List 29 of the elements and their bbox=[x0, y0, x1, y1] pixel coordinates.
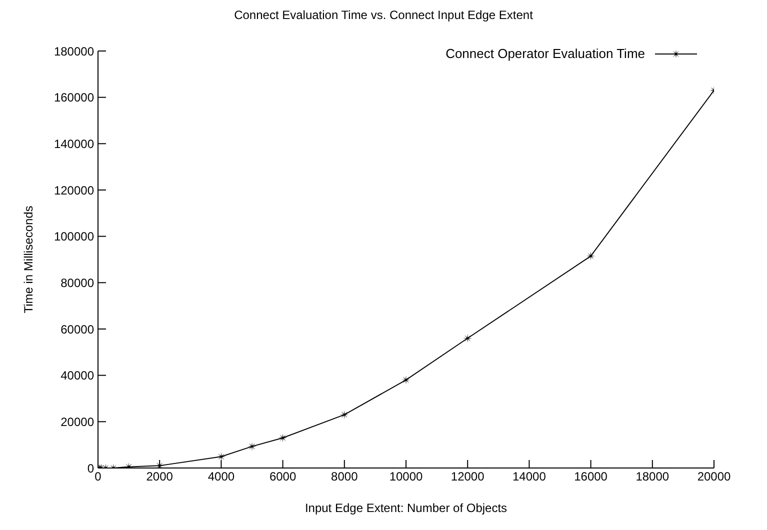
y-tick-label: 120000 bbox=[54, 183, 94, 198]
y-tick-label: 40000 bbox=[60, 368, 94, 383]
point bbox=[402, 375, 410, 384]
y-tick-label: 180000 bbox=[54, 44, 94, 58]
x-tick-label: 14000 bbox=[512, 470, 546, 484]
y-tick-label: 100000 bbox=[54, 230, 94, 244]
x-tick-label: 6000 bbox=[269, 470, 296, 484]
x-tick-label: 16000 bbox=[574, 470, 608, 484]
x-tick-label: 18000 bbox=[636, 470, 670, 484]
x-axis-title: Input Edge Extent: Number of Objects bbox=[304, 501, 508, 515]
point bbox=[586, 252, 596, 261]
point bbox=[248, 442, 256, 451]
y-tick-label: 140000 bbox=[54, 136, 94, 151]
point bbox=[463, 334, 472, 343]
y-tick-label: 60000 bbox=[60, 322, 94, 336]
chart-title: Connect Evaluation Time vs. Connect Input Edge Extent bbox=[233, 8, 534, 24]
x-tick-label: 10000 bbox=[389, 470, 424, 484]
point bbox=[278, 433, 288, 442]
x-tick-label: 8000 bbox=[331, 470, 358, 484]
y-tick-label: 160000 bbox=[54, 90, 94, 105]
x-tick-label: 4000 bbox=[208, 470, 235, 484]
legend-label: Connect Operator Evaluation Time bbox=[446, 46, 645, 61]
y-axis-title: Time in Milliseconds bbox=[21, 206, 36, 314]
y-tick-label: 20000 bbox=[60, 414, 94, 429]
x-tick-label: 20000 bbox=[697, 470, 732, 484]
x-tick-label: 12000 bbox=[450, 470, 485, 484]
x-tick-label: 2000 bbox=[146, 470, 174, 484]
point bbox=[340, 410, 349, 420]
y-tick-label: 80000 bbox=[60, 276, 94, 290]
